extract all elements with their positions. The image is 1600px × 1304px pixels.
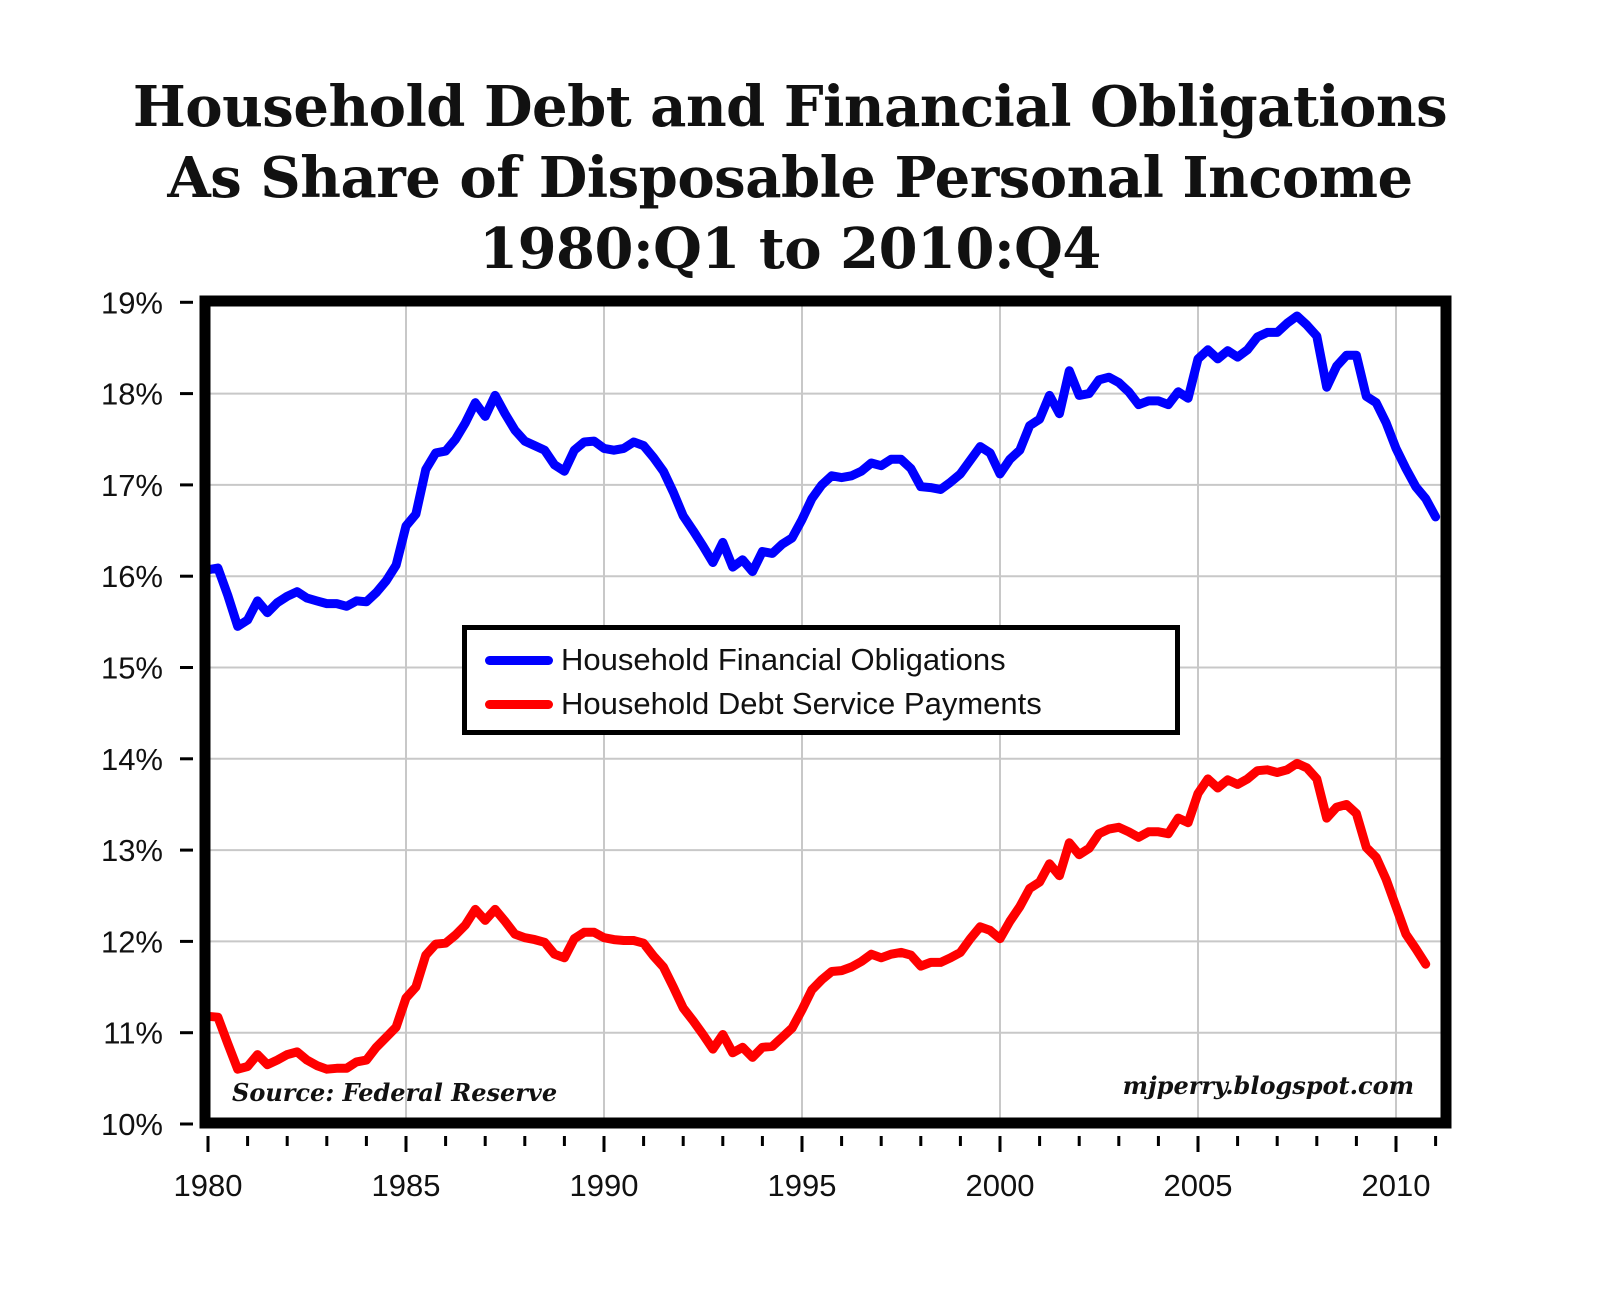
y-tick-label: 12% (101, 924, 163, 959)
legend-swatch-red (485, 699, 553, 709)
legend-label: Household Financial Obligations (561, 642, 1006, 677)
source-note: Source: Federal Reserve (232, 1078, 558, 1107)
series-lines (203, 311, 1441, 1074)
y-tick-label: 18% (101, 377, 163, 412)
x-axis: 1980 1985 1990 1995 2000 2005 2010 (174, 1136, 1438, 1203)
x-tick-label: 1995 (768, 1168, 837, 1203)
y-tick-label: 19% (101, 285, 163, 320)
y-tick-label: 17% (101, 468, 163, 503)
y-tick-label: 13% (101, 833, 163, 868)
legend-label: Household Debt Service Payments (561, 686, 1042, 721)
x-tick-label: 1990 (570, 1168, 639, 1203)
y-tick-label: 15% (101, 651, 163, 686)
y-tick-label: 14% (101, 742, 163, 777)
title-line-2: As Share of Disposable Personal Income (167, 145, 1413, 211)
legend-item-financial-obligations: Household Financial Obligations (485, 638, 1006, 682)
x-tick-label: 2000 (966, 1168, 1035, 1203)
y-tick-label: 11% (103, 1016, 163, 1051)
legend: Household Financial Obligations Househol… (462, 625, 1180, 735)
legend-item-debt-service: Household Debt Service Payments (485, 682, 1042, 726)
plot-frame (199, 295, 1452, 1129)
series-financial-obligations-line (203, 311, 1441, 631)
x-tick-label: 1980 (174, 1168, 243, 1203)
y-tick-label: 10% (101, 1107, 163, 1142)
title-line-3: 1980:Q1 to 2010:Q4 (479, 216, 1101, 282)
title-line-1: Household Debt and Financial Obligations (132, 74, 1448, 140)
credit-note: mjperry.blogspot.com (1122, 1071, 1414, 1100)
x-tick-label: 2010 (1362, 1168, 1431, 1203)
legend-swatch-blue (485, 655, 553, 665)
y-axis: 10% 11% 12% 13% 14% 15% 16% 17% 18% 19% (101, 285, 193, 1142)
x-tick-label: 2005 (1164, 1168, 1233, 1203)
chart-title: Household Debt and Financial Obligations… (0, 72, 1580, 285)
x-tick-label: 1985 (372, 1168, 441, 1203)
series-debt-service-line (203, 758, 1431, 1074)
y-tick-label: 16% (101, 559, 163, 594)
